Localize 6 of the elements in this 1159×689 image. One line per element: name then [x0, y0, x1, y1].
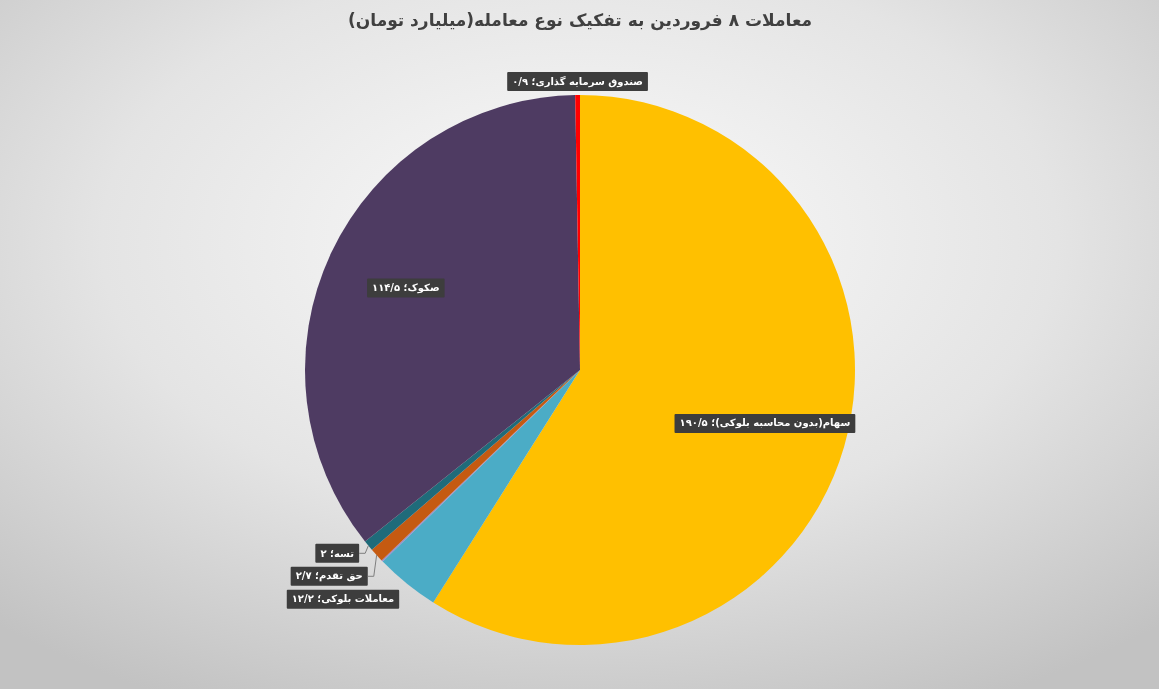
chart-title: معاملات ۸ فروردین به تفکیک نوع معامله(میلیارد تومان) [347, 10, 813, 31]
slice-label: سهام(بدون محاسبه بلوکی)؛ ۱۹۰/۵ [679, 417, 851, 430]
slice-label: صکوک؛ ۱۱۴/۵ [372, 282, 440, 295]
slice-label: صندوق سرمایه گذاری؛ ۰/۹ [512, 75, 643, 89]
slice-label: حق تقدم؛ ۲/۷ [295, 570, 363, 583]
slice-label: معاملات بلوکی؛ ۱۲/۲ [291, 593, 395, 606]
